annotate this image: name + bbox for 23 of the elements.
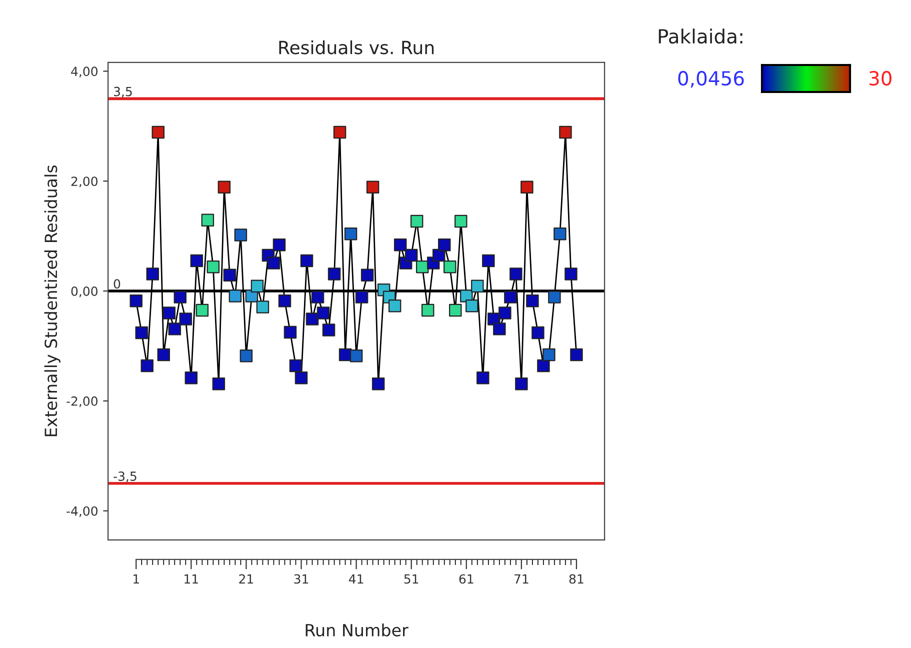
x-axis-title: Run Number — [306, 624, 408, 636]
x-tick-label: 71 — [514, 574, 528, 584]
x-tick-label: 11 — [184, 574, 198, 584]
text: 0,0456 — [678, 70, 744, 88]
x-tick-label: 61 — [459, 574, 474, 584]
x-tick-label: 41 — [348, 574, 364, 584]
chart-title: Residuals vs. Run — [279, 40, 434, 54]
ref-line-label: -3,5 — [114, 471, 136, 482]
ref-line-label: 3,5 — [114, 86, 132, 98]
y-tick-label: -2,00 — [66, 396, 98, 408]
text: 30 — [869, 70, 892, 86]
y-axis-title: Externally Studentized Residuals — [44, 165, 60, 436]
ref-line-label: 0 — [114, 279, 120, 289]
x-tick-label: 31 — [294, 574, 308, 584]
y-tick-label: 0,00 — [71, 286, 98, 298]
x-tick-label: 21 — [239, 574, 254, 584]
x-tick-label: 1 — [134, 574, 139, 584]
y-tick-label: 2,00 — [71, 176, 98, 188]
text: Paklaida: — [658, 28, 742, 44]
x-tick-label: 81 — [569, 574, 584, 584]
x-tick-label: 51 — [404, 574, 418, 584]
y-tick-label: 4,00 — [71, 66, 98, 78]
y-tick-label: -4,00 — [66, 506, 98, 518]
